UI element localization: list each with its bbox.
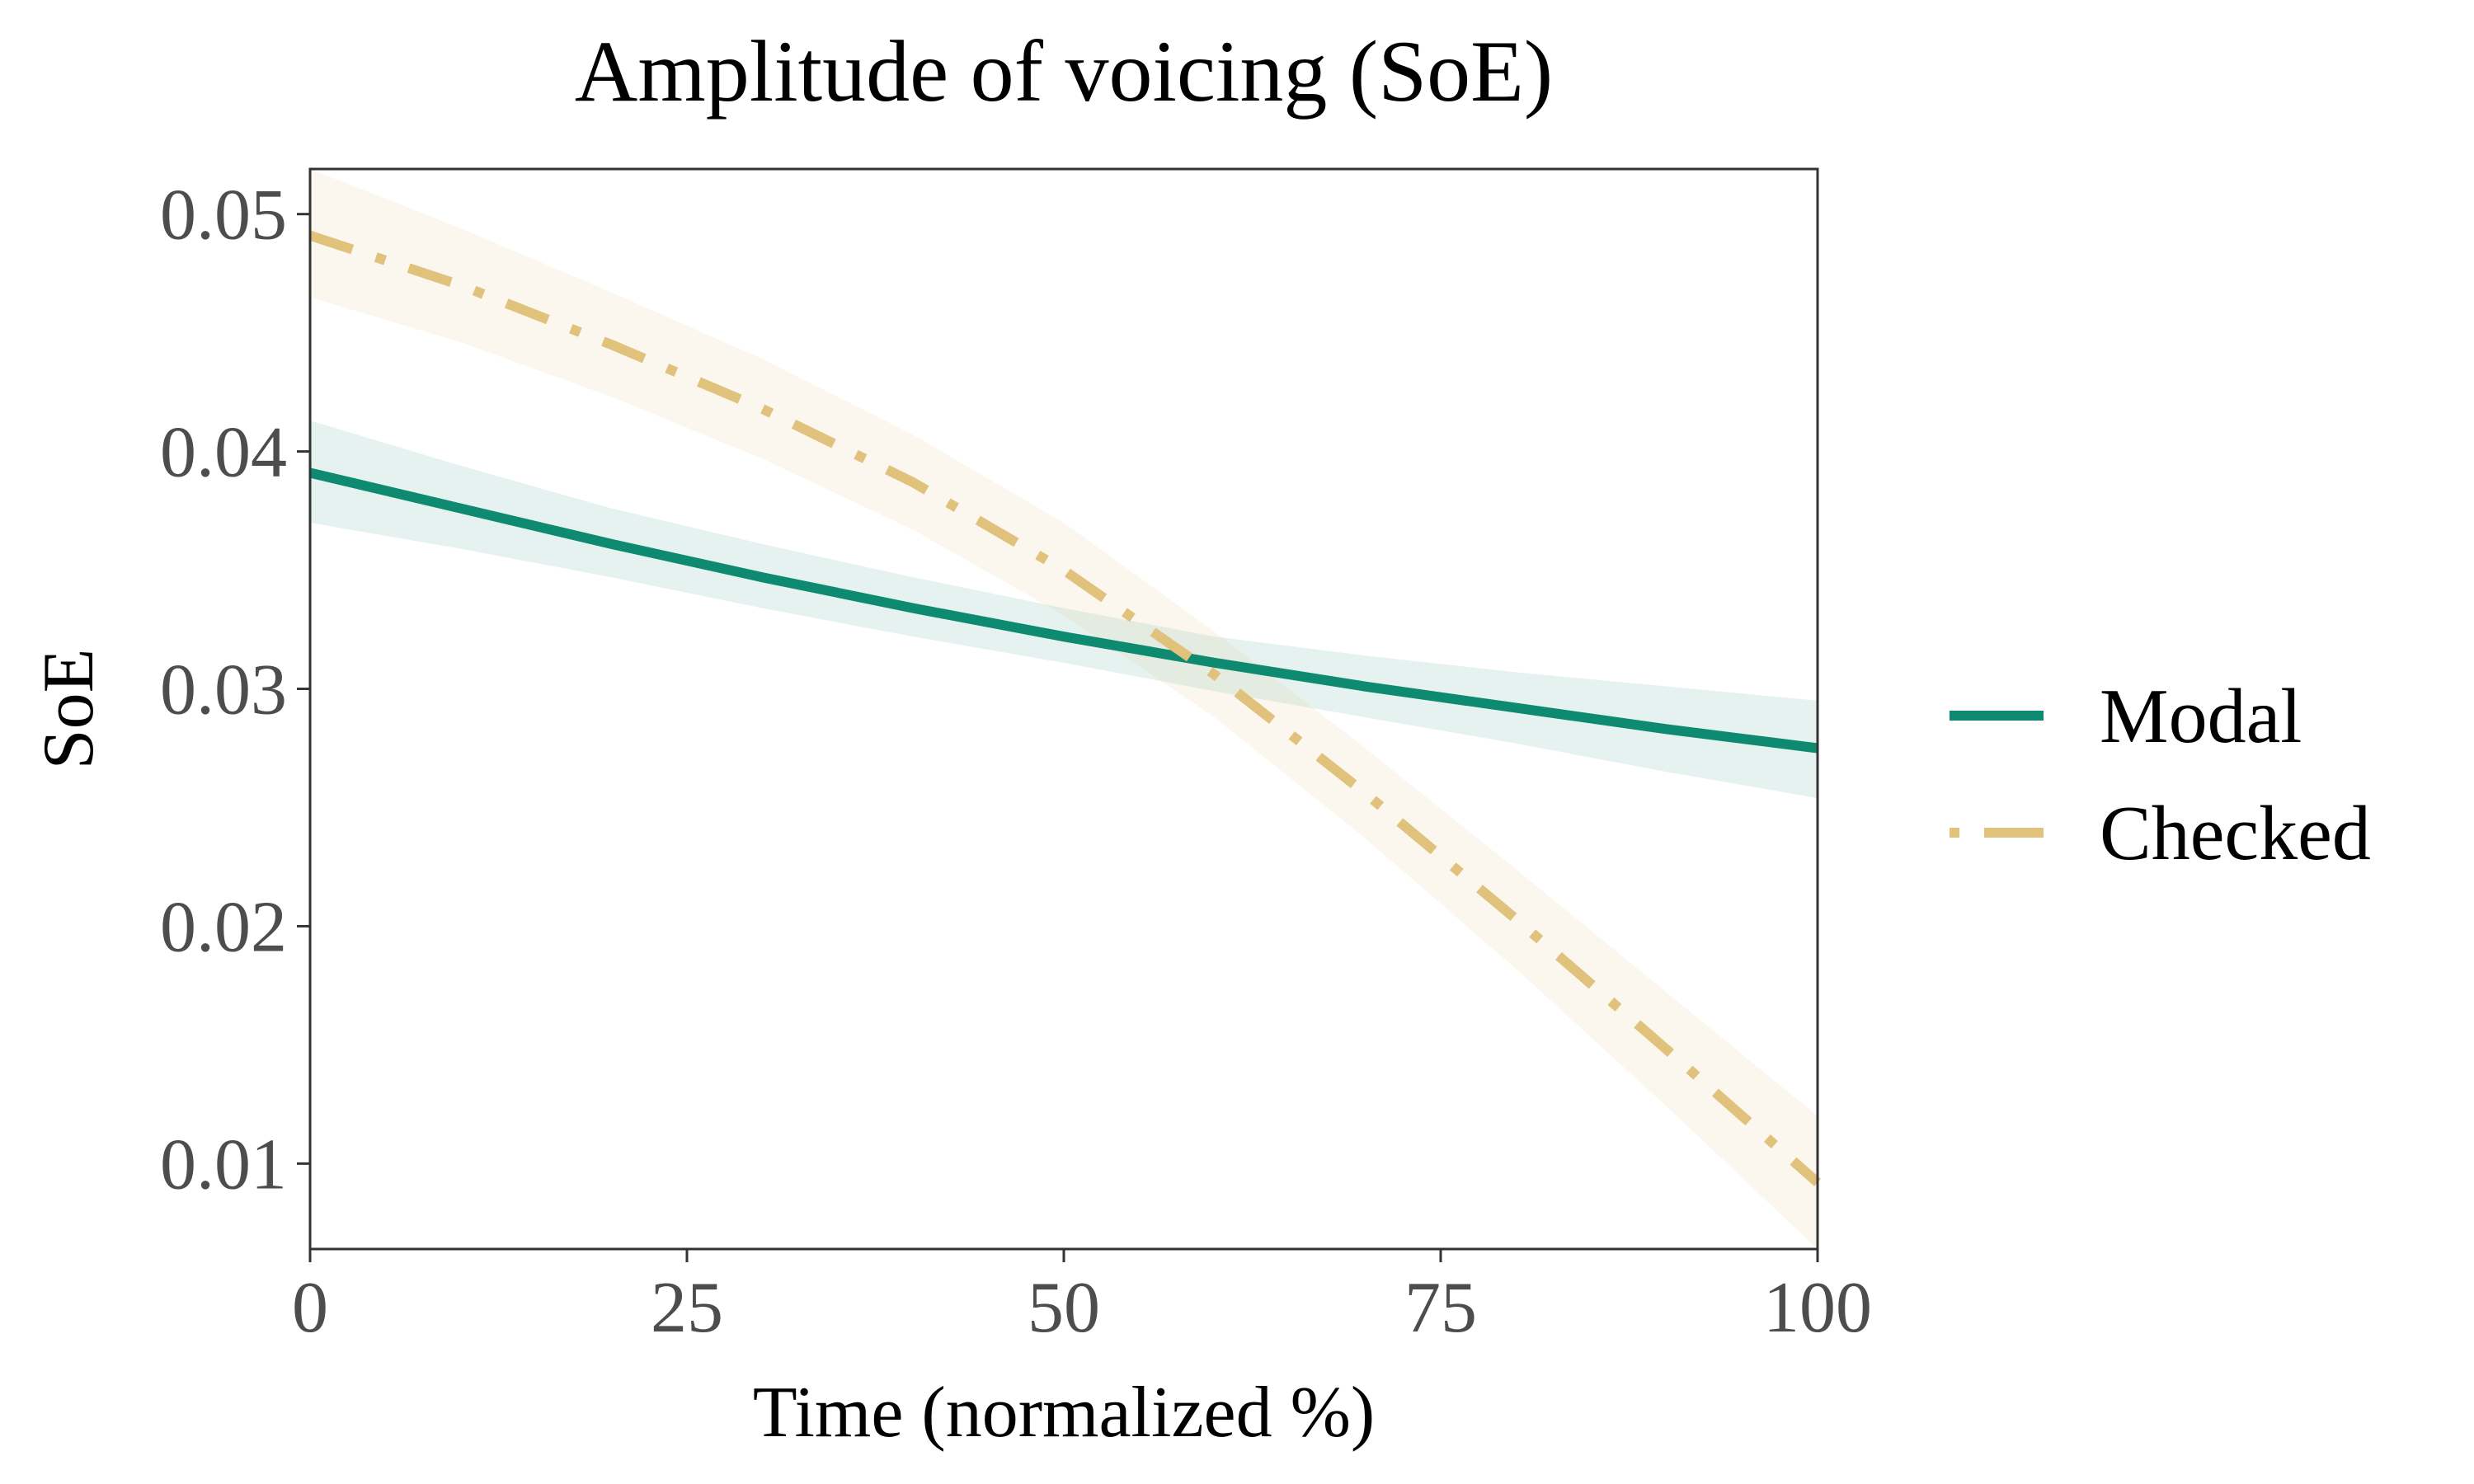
legend-label-checked: Checked — [2100, 791, 2371, 876]
x-axis-title: Time (normalized %) — [753, 1373, 1375, 1453]
x-axis-ticks: 0 25 50 75 100 — [292, 1249, 1872, 1348]
y-axis-title: SoE — [29, 649, 109, 770]
series-lines — [308, 230, 1821, 1186]
confidence-band-checked — [310, 169, 1818, 1249]
y-axis-ticks: 0.01 0.02 0.03 0.04 0.05 — [160, 176, 310, 1205]
y-tick-label: 0.01 — [160, 1125, 287, 1205]
y-tick-label: 0.04 — [160, 413, 287, 493]
x-tick-label: 75 — [1404, 1268, 1477, 1348]
y-tick-label: 0.05 — [160, 176, 287, 256]
series-line-modal — [308, 467, 1818, 754]
confidence-band-modal — [310, 420, 1818, 798]
x-tick-label: 50 — [1028, 1268, 1100, 1348]
chart-title: Amplitude of voicing (SoE) — [575, 23, 1553, 120]
legend-label-modal: Modal — [2100, 674, 2302, 759]
y-tick-label: 0.03 — [160, 650, 287, 730]
x-tick-label: 0 — [292, 1268, 328, 1348]
x-tick-label: 25 — [651, 1268, 723, 1348]
legend: Modal Checked — [1950, 674, 2371, 876]
y-tick-label: 0.02 — [160, 887, 287, 967]
series-line-checked — [308, 230, 1821, 1186]
x-tick-label: 100 — [1763, 1268, 1872, 1348]
confidence-bands — [310, 169, 1818, 1249]
